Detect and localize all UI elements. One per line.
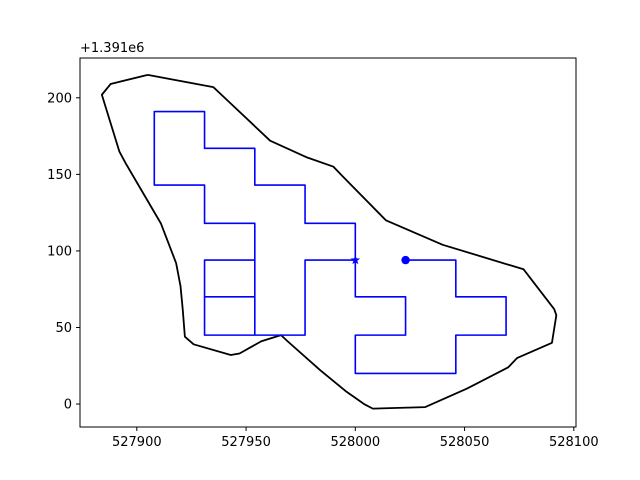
y-tick-label: 150 bbox=[47, 168, 72, 183]
y-tick-label: 200 bbox=[47, 91, 72, 106]
path-line bbox=[153, 110, 507, 375]
y-offset-label: +1.391e6 bbox=[80, 41, 144, 56]
x-tick-label: 528000 bbox=[330, 435, 380, 450]
boundary-line bbox=[100, 73, 558, 410]
axis-layer: 527900 527950 528000 528050 528100 0 50 100 150 2… bbox=[47, 57, 599, 450]
y-tick-label: 50 bbox=[55, 321, 72, 336]
x-tick-label: 527900 bbox=[112, 435, 162, 450]
x-tick-label: 527950 bbox=[221, 435, 271, 450]
y-tick-label: 100 bbox=[47, 244, 72, 259]
axes-frame bbox=[79, 57, 577, 428]
x-tick-label: 528050 bbox=[440, 435, 490, 450]
plot-layer bbox=[100, 73, 558, 410]
y-tick-label: 0 bbox=[64, 398, 72, 413]
start-point-marker bbox=[401, 255, 410, 265]
x-tick-label: 528100 bbox=[549, 435, 599, 450]
end-point-marker bbox=[350, 255, 361, 265]
